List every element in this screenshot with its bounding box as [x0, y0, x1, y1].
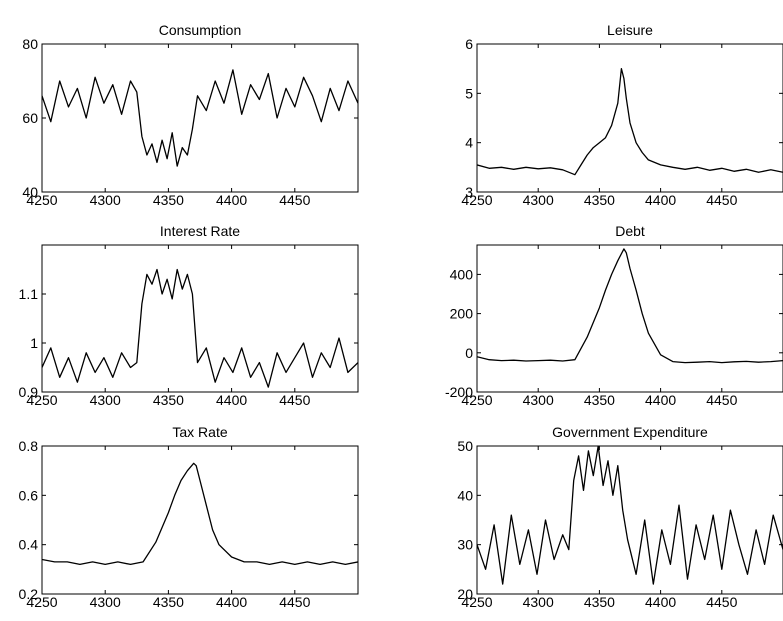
y-tick-label: 0.9 — [19, 384, 39, 400]
x-tick-label: 4350 — [153, 192, 184, 208]
chart-panel-3: Interest Rate 4250 4300 4350 4400 4450 0.9 1 1.1 — [19, 223, 359, 408]
y-tick-label: 50 — [457, 438, 473, 454]
y-tick-label: 0 — [465, 345, 473, 361]
series-line — [42, 69, 358, 167]
x-tick-label: 4450 — [279, 192, 310, 208]
x-tick-label: 4400 — [645, 192, 676, 208]
x-tick-label: 4250 — [26, 192, 57, 208]
x-tick-label: 4450 — [706, 192, 737, 208]
y-tick-label: 1.1 — [19, 286, 39, 302]
y-tick-label: 0.4 — [19, 537, 39, 553]
series-line — [42, 462, 358, 566]
y-tick-label: 0.8 — [19, 438, 39, 454]
x-tick-label: 4450 — [706, 392, 737, 408]
y-tick-label: 4 — [465, 135, 473, 151]
x-tick-label: 4250 — [461, 392, 492, 408]
plot-frame — [476, 244, 783, 393]
x-tick-label: 4300 — [523, 594, 554, 610]
x-tick-label: 4250 — [461, 594, 492, 610]
y-tick-label: -200 — [445, 384, 473, 400]
x-tick-label: 4250 — [461, 192, 492, 208]
x-tick-label: 4450 — [279, 392, 310, 408]
x-tick-label: 4400 — [216, 392, 247, 408]
y-tick-label: 3 — [465, 184, 473, 200]
y-tick-label: 400 — [450, 266, 474, 282]
y-tick-label: 20 — [457, 586, 473, 602]
x-tick-label: 4250 — [26, 392, 57, 408]
x-tick-label: 4350 — [584, 192, 615, 208]
x-tick-label: 4300 — [90, 594, 121, 610]
chart-title: Interest Rate — [160, 223, 240, 239]
y-tick-label: 30 — [457, 537, 473, 553]
x-tick-label: 4350 — [153, 392, 184, 408]
x-tick-label: 4300 — [90, 392, 121, 408]
plot-frame — [476, 43, 783, 193]
y-tick-label: 40 — [457, 487, 473, 503]
x-tick-label: 4400 — [216, 594, 247, 610]
x-tick-label: 4350 — [584, 392, 615, 408]
x-tick-label: 4450 — [706, 594, 737, 610]
y-tick-label: 0.2 — [19, 586, 39, 602]
y-tick-label: 0.6 — [19, 487, 39, 503]
chart-title: Tax Rate — [172, 424, 227, 440]
x-tick-label: 4300 — [523, 192, 554, 208]
chart-panel-2: Leisure 4250 4300 4350 4400 4450 3 4 5 6 — [461, 22, 783, 208]
y-tick-label: 1 — [30, 335, 38, 351]
x-tick-label: 4400 — [216, 192, 247, 208]
chart-panel-5: Tax Rate 4250 4300 4350 4400 4450 0.2 0.4 0.6 0.8 — [19, 424, 359, 610]
chart-title: Leisure — [607, 22, 653, 38]
y-tick-label: 200 — [450, 306, 474, 322]
x-tick-label: 4300 — [523, 392, 554, 408]
plot-frame — [476, 445, 783, 595]
y-tick-label: 80 — [22, 36, 38, 52]
series-line — [477, 446, 783, 585]
chart-panel-1: Consumption 4250 4300 4350 4400 4450 40 60 80 — [22, 22, 359, 208]
y-tick-label: 40 — [22, 184, 38, 200]
chart-panel-6: Government Expenditure 4250 4300 4350 4400 44… — [457, 424, 783, 610]
x-tick-label: 4350 — [153, 594, 184, 610]
series-line — [477, 68, 783, 176]
y-tick-label: 60 — [22, 110, 38, 126]
x-tick-label: 4450 — [279, 594, 310, 610]
x-tick-label: 4350 — [584, 594, 615, 610]
plot-frame — [41, 244, 359, 393]
x-tick-label: 4400 — [645, 594, 676, 610]
chart-panel-4: Debt 4250 4300 4350 4400 4450 -200 0 200 400 — [445, 223, 783, 408]
plot-frame — [41, 43, 359, 193]
chart-title: Government Expenditure — [552, 424, 708, 440]
series-line — [477, 248, 783, 364]
x-tick-label: 4250 — [26, 594, 57, 610]
plot-frame — [41, 445, 359, 595]
x-tick-label: 4400 — [645, 392, 676, 408]
y-tick-label: 6 — [465, 36, 473, 52]
y-tick-label: 5 — [465, 85, 473, 101]
series-line — [42, 268, 358, 388]
x-tick-label: 4300 — [90, 192, 121, 208]
chart-title: Debt — [615, 223, 645, 239]
chart-title: Consumption — [159, 22, 242, 38]
